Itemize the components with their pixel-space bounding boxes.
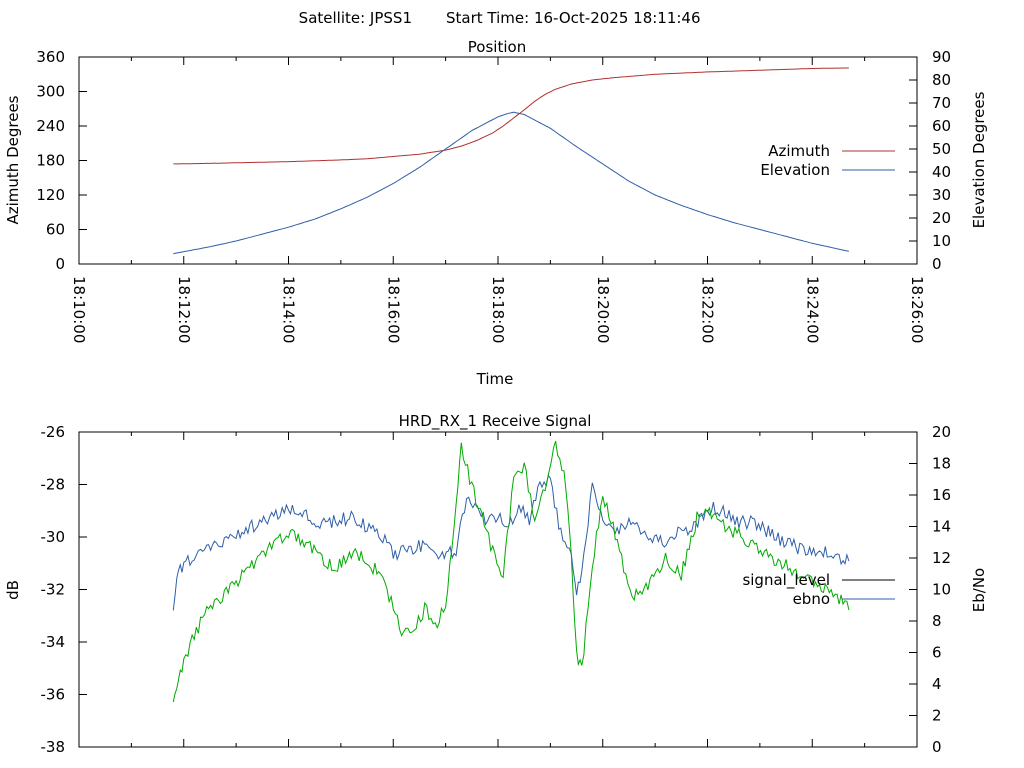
right-tick-label: 0 (932, 255, 942, 273)
receive-plot-frame (78, 431, 918, 748)
x-tick-label: 18:18:00 (489, 276, 507, 343)
right-tick-label: 30 (932, 186, 951, 204)
right-tick-label: 12 (932, 549, 951, 567)
left-tick-label: 300 (36, 83, 65, 101)
right-tick-label: 2 (932, 707, 942, 725)
series-line-Elevation (173, 111, 849, 255)
receive-chart-title: HRD_RX_1 Receive Signal (399, 412, 592, 431)
x-tick-label: 18:10:00 (70, 276, 88, 343)
series-line-Azimuth (173, 67, 849, 165)
right-tick-label: 18 (932, 455, 951, 473)
x-tick-label: 18:20:00 (594, 276, 612, 343)
receive-series (172, 440, 850, 703)
left-tick-label: -32 (41, 581, 66, 599)
left-tick-label: -38 (41, 738, 66, 756)
legend-signal-level-label: signal_level (742, 571, 830, 590)
receive-right-axis-label: Eb/No (970, 568, 988, 612)
right-tick-label: 16 (932, 486, 951, 504)
position-chart: Position Azimuth Degrees Elevation Degre… (4, 38, 988, 388)
right-tick-label: 90 (932, 48, 951, 66)
legend-azimuth-label: Azimuth (768, 142, 830, 160)
left-tick-label: 120 (36, 186, 65, 204)
left-tick-label: 180 (36, 152, 65, 170)
receive-right-ticks: 0 2 4 6 8 10 12 14 16 18 20 (909, 423, 951, 756)
left-tick-label: -34 (41, 633, 66, 651)
series-line-ebno (172, 474, 850, 611)
right-tick-label: 0 (932, 738, 942, 756)
legend-ebno-label: ebno (793, 590, 830, 608)
right-tick-label: 10 (932, 232, 951, 250)
receive-left-axis-label: dB (4, 580, 22, 600)
left-tick-label: 60 (46, 221, 65, 239)
right-tick-label: 40 (932, 163, 951, 181)
x-tick-label: 18:26:00 (908, 276, 926, 343)
position-chart-title: Position (468, 38, 526, 56)
position-right-axis-label: Elevation Degrees (970, 91, 988, 228)
header-satellite: Satellite: JPSS1 (299, 9, 412, 27)
position-series (173, 67, 849, 255)
x-tick-label: 18:12:00 (175, 276, 193, 343)
x-tick-label: 18:14:00 (280, 276, 298, 343)
left-tick-label: 240 (36, 117, 65, 135)
x-tick-label: 18:16:00 (384, 276, 402, 343)
left-tick-label: 0 (55, 255, 65, 273)
right-tick-label: 60 (932, 117, 951, 135)
header-start-time: Start Time: 16-Oct-2025 18:11:46 (446, 9, 701, 27)
position-left-axis-label: Azimuth Degrees (4, 95, 22, 224)
right-tick-label: 70 (932, 94, 951, 112)
receive-x-ticks (78, 432, 918, 747)
right-tick-label: 14 (932, 518, 951, 536)
position-x-ticks: 18:10:00 18:12:00 18:14:00 18:16:00 18:18:00… (70, 57, 926, 343)
left-tick-label: -28 (41, 476, 66, 494)
x-tick-label: 18:24:00 (803, 276, 821, 343)
receive-legend: signal_level ebno (742, 571, 895, 608)
right-tick-label: 20 (932, 209, 951, 227)
right-tick-label: 50 (932, 140, 951, 158)
receive-signal-chart: HRD_RX_1 Receive Signal dB Eb/No -38-36-… (4, 412, 988, 756)
left-tick-label: -26 (41, 423, 66, 441)
left-tick-label: -36 (41, 686, 66, 704)
position-legend: Azimuth Elevation (760, 142, 895, 179)
position-right-ticks: 0 10 20 30 40 50 60 70 80 90 (909, 48, 951, 273)
left-tick-label: 360 (36, 48, 65, 66)
receive-left-ticks: -38 -36 -34 -32 -30 -28 -26 (41, 423, 87, 756)
right-tick-label: 8 (932, 612, 942, 630)
legend-elevation-label: Elevation (760, 161, 830, 179)
right-tick-label: 80 (932, 71, 951, 89)
right-tick-label: 4 (932, 675, 942, 693)
position-x-axis-label: Time (476, 370, 514, 388)
right-tick-label: 20 (932, 423, 951, 441)
right-tick-label: 6 (932, 644, 942, 662)
series-line-ebno-trace2 (172, 440, 850, 703)
right-tick-label: 10 (932, 581, 951, 599)
x-tick-label: 18:22:00 (699, 276, 717, 343)
left-tick-label: -30 (41, 528, 66, 546)
position-left-ticks: 0 60 120 180 240 300 360 (36, 48, 87, 273)
